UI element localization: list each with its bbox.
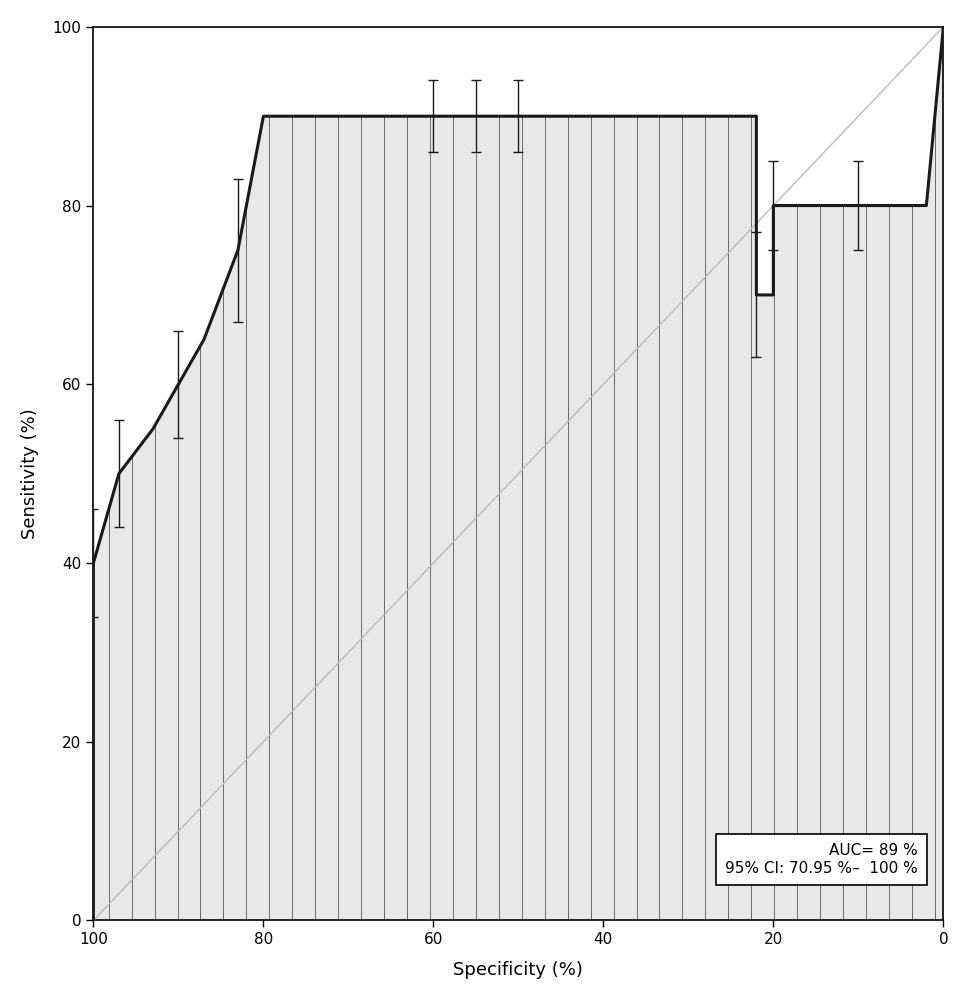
Y-axis label: Sensitivity (%): Sensitivity (%)	[20, 408, 39, 539]
Text: AUC= 89 %
95% CI: 70.95 %–  100 %: AUC= 89 % 95% CI: 70.95 %– 100 %	[725, 843, 918, 876]
X-axis label: Specificity (%): Specificity (%)	[453, 961, 583, 979]
Polygon shape	[93, 27, 944, 920]
